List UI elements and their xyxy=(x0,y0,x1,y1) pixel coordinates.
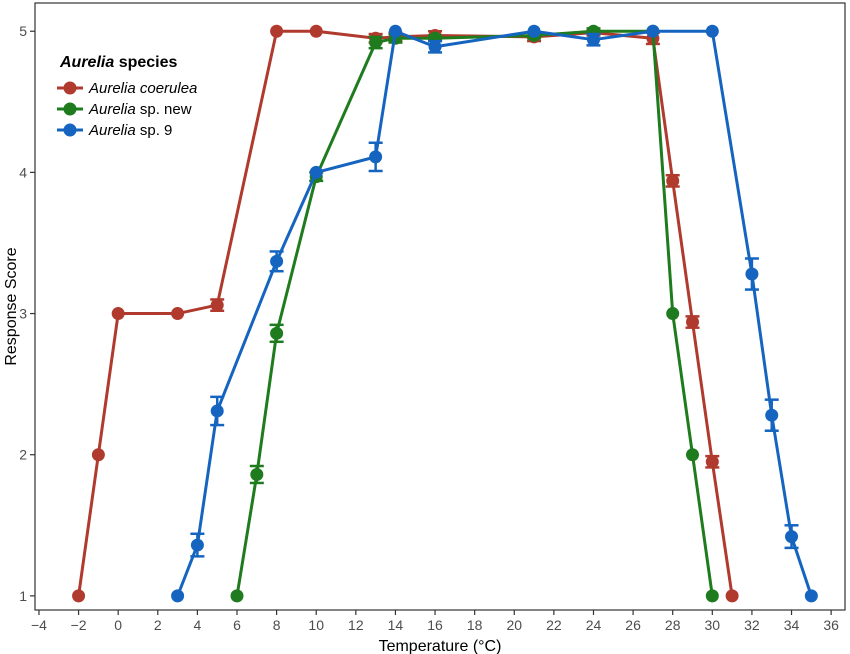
data-point xyxy=(309,24,323,38)
x-tick-label: 18 xyxy=(467,617,483,633)
legend-label-rest: sp. 9 xyxy=(136,122,173,139)
x-tick-label: −2 xyxy=(71,617,87,633)
legend-key-point xyxy=(63,102,77,116)
x-tick-label: 20 xyxy=(506,617,522,633)
data-point xyxy=(705,455,719,469)
data-point xyxy=(369,36,383,50)
x-tick-label: −4 xyxy=(31,617,47,633)
legend-title: Aurelia species xyxy=(59,54,178,71)
y-tick-label: 5 xyxy=(19,23,27,39)
x-tick-label: 14 xyxy=(388,617,404,633)
y-tick-label: 4 xyxy=(19,164,27,180)
data-point xyxy=(745,267,759,281)
data-point xyxy=(686,448,700,462)
data-point xyxy=(190,538,204,552)
legend-entry: Aurelia sp. 9 xyxy=(57,122,172,139)
x-tick-label: 34 xyxy=(784,617,800,633)
x-tick-label: 28 xyxy=(665,617,681,633)
data-point xyxy=(270,254,284,268)
y-tick-label: 3 xyxy=(19,306,27,322)
legend-label-italic: Aurelia xyxy=(88,101,136,118)
legend-label: Aurelia sp. new xyxy=(88,101,192,118)
legend-title-rest: species xyxy=(114,54,177,71)
x-tick-label: 22 xyxy=(546,617,562,633)
data-point xyxy=(686,315,700,329)
data-point xyxy=(705,24,719,38)
x-tick-label: 8 xyxy=(273,617,281,633)
x-tick-label: 10 xyxy=(308,617,324,633)
data-point xyxy=(527,24,541,38)
x-tick-label: 16 xyxy=(427,617,443,633)
data-point xyxy=(804,589,818,603)
plot-border xyxy=(34,2,846,611)
data-point xyxy=(705,589,719,603)
x-tick-label: 0 xyxy=(114,617,122,633)
legend-label: Aurelia sp. 9 xyxy=(88,122,172,139)
data-point xyxy=(171,307,185,321)
x-tick-label: 12 xyxy=(348,617,364,633)
x-tick-label: 32 xyxy=(744,617,760,633)
legend: Aurelia species Aurelia coerulea Aurelia … xyxy=(57,54,197,139)
legend-title-italic: Aurelia xyxy=(59,54,114,71)
legend-label: Aurelia coerulea xyxy=(88,80,197,97)
data-point xyxy=(785,530,799,544)
data-point xyxy=(250,467,264,481)
data-point xyxy=(369,150,383,164)
legend-entry: Aurelia sp. new xyxy=(57,101,192,118)
data-point xyxy=(666,174,680,188)
x-tick-label: 6 xyxy=(233,617,241,633)
data-point xyxy=(666,307,680,321)
data-point xyxy=(765,408,779,422)
legend-label-rest: sp. new xyxy=(136,101,192,118)
data-point xyxy=(111,307,125,321)
data-point xyxy=(646,24,660,38)
x-tick-label: 26 xyxy=(625,617,641,633)
legend-label-italic: Aurelia xyxy=(88,122,136,139)
legend-key-point xyxy=(63,81,77,95)
x-tick-label: 2 xyxy=(154,617,162,633)
data-point xyxy=(388,24,402,38)
data-point xyxy=(428,40,442,54)
y-axis-title: Response Score xyxy=(3,247,20,365)
series-3 xyxy=(171,24,818,603)
legend-key-point xyxy=(63,123,77,137)
series-line xyxy=(176,29,813,597)
y-tick-label: 2 xyxy=(19,447,27,463)
legend-entry: Aurelia coerulea xyxy=(57,80,197,97)
y-tick-label: 1 xyxy=(19,588,27,604)
data-point xyxy=(72,589,86,603)
x-tick-label: 24 xyxy=(586,617,602,633)
data-point xyxy=(210,404,224,418)
data-point xyxy=(270,326,284,340)
data-point xyxy=(230,589,244,603)
data-point xyxy=(309,165,323,179)
legend-label-italic: Aurelia coerulea xyxy=(88,80,197,97)
data-point xyxy=(171,589,185,603)
x-tick-label: 4 xyxy=(193,617,201,633)
data-point xyxy=(270,24,284,38)
data-point xyxy=(91,448,105,462)
axes: −4 −2 0 2 4 6 8 10 12 14 16 18 20 22 24 26 28 30 32 34 36123… xyxy=(19,2,846,633)
x-axis-title: Temperature (°C) xyxy=(379,638,502,654)
data-point xyxy=(586,33,600,47)
plot-area xyxy=(72,24,818,603)
data-point xyxy=(725,589,739,603)
data-point xyxy=(210,298,224,312)
x-tick-label: 36 xyxy=(823,617,839,633)
x-tick-label: 30 xyxy=(705,617,721,633)
